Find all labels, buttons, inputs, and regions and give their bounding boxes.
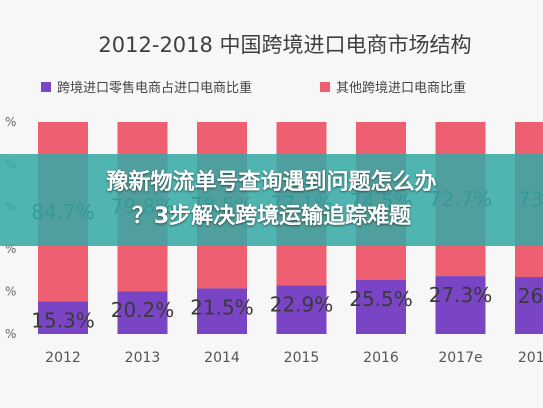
headline-banner [0,154,543,246]
data-label-retail-2014: 21.5% [190,295,254,319]
x-tick-label-2017e: 2017e [438,350,482,366]
legend-swatch-retail [41,82,51,92]
headline-line-2: ？3步解决跨境运输追踪难题 [131,204,412,229]
y-tick-label: % [5,242,16,256]
bar-retail-2015 [276,285,327,334]
bar-retail-2016 [356,279,406,334]
chart-title: 2012-2018 中国跨境进口电商市场结构 [98,33,471,57]
x-tick-label-2016: 2016 [363,350,399,366]
headline-line-1: 豫新物流单号查询遇到问题怎么办 [106,170,437,195]
data-label-retail-2015: 22.9% [270,292,334,316]
legend: 跨境进口零售电商占进口电商比重 其他跨境进口电商比重 [41,80,466,96]
legend-label-retail: 跨境进口零售电商占进口电商比重 [57,80,252,96]
x-tick-label-2015: 2015 [284,350,320,366]
y-tick-label: % [5,115,16,129]
legend-label-other: 其他跨境进口电商比重 [336,80,466,96]
bar-retail-2012 [38,301,88,334]
x-tick-label-2013: 2013 [125,350,161,366]
data-label-retail-2018e: 26.9 [518,284,543,308]
x-tick-label-2014: 2014 [204,350,240,366]
data-label-retail-2013: 20.2% [111,298,175,322]
bar-retail-2013 [117,291,168,334]
y-tick-label: % [5,327,16,341]
bar-retail-2014 [197,288,247,334]
data-label-retail-2016: 25.5% [349,287,413,311]
data-label-retail-2017e: 27.3% [429,283,493,307]
headline-text[interactable]: 豫新物流单号查询遇到问题怎么办 ？3步解决跨境运输追踪难题 [0,166,543,234]
bar-retail-2018e [515,276,543,334]
legend-swatch-other [320,82,330,92]
x-axis-labels: 2012 2013 2014 2015 2016 2017e 2018e [45,350,543,366]
y-tick-label: % [5,285,16,299]
data-label-retail-2012: 15.3% [31,309,95,333]
bar-retail-2017e [435,276,486,334]
x-tick-label-2018e: 2018e [518,350,543,366]
x-tick-label-2012: 2012 [45,350,81,366]
